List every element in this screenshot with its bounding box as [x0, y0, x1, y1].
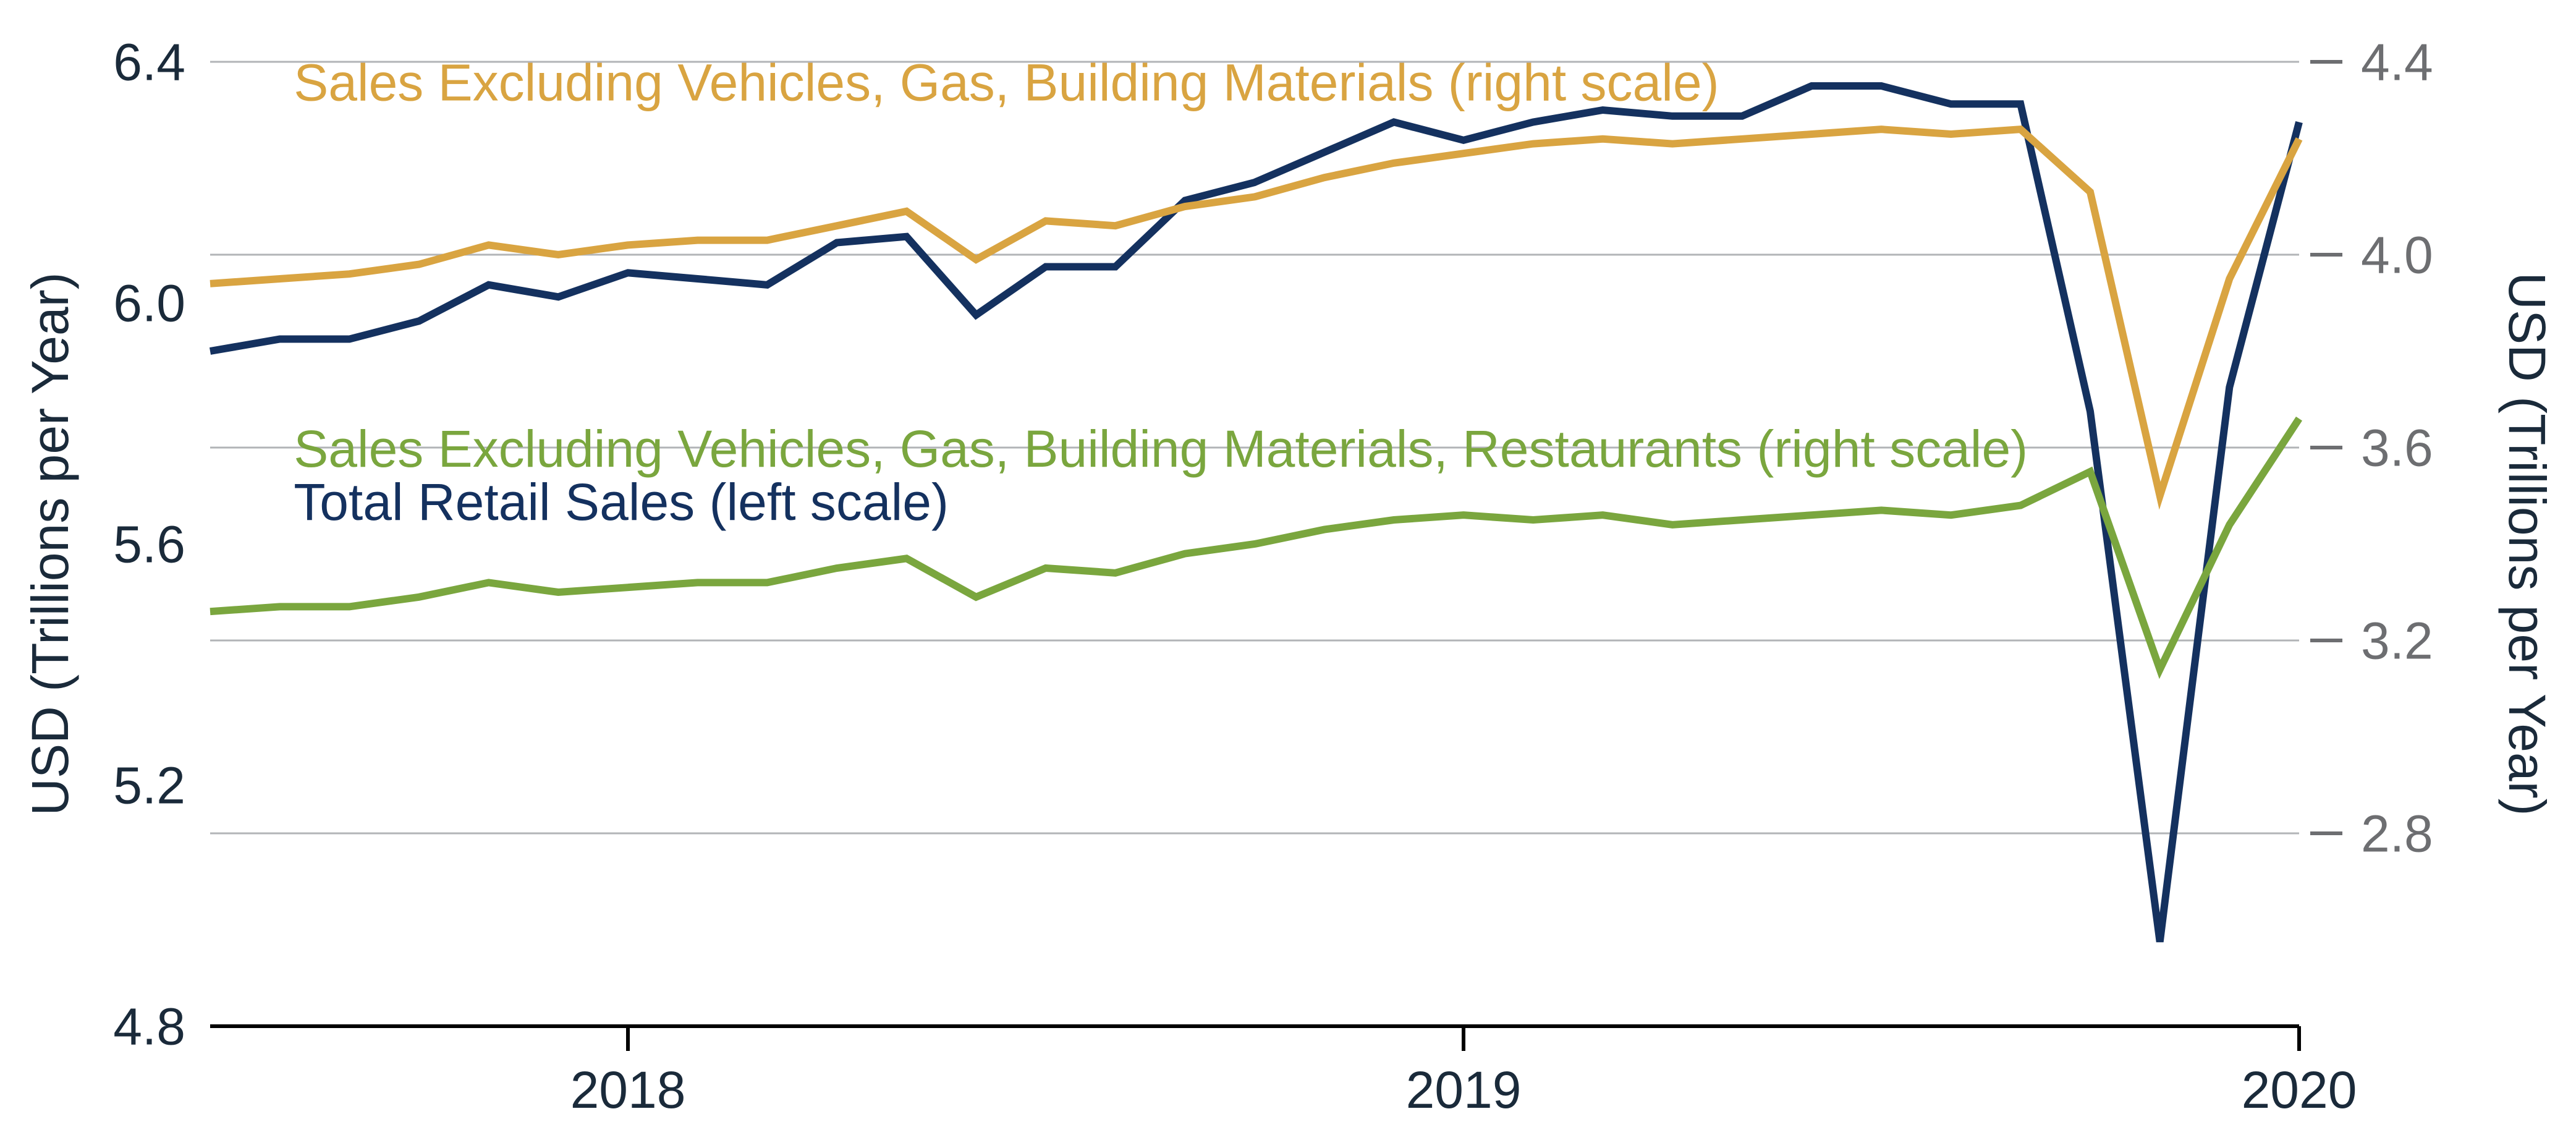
- x-tick-label: 2020: [2242, 1061, 2357, 1119]
- left-tick-label: 5.6: [113, 515, 185, 573]
- right-tick-label: 4.0: [2361, 226, 2433, 284]
- retail-sales-line-chart: 2018 2019 2020 4.8 5.2 5.6 6.0 6.4 2.8 3.2 3.6 4.0 4…: [0, 0, 2576, 1135]
- left-tick-label: 4.8: [113, 997, 185, 1055]
- series-label-ex_vgbm_rest: Sales Excluding Vehicles, Gas, Building …: [294, 420, 2028, 478]
- right-tick-label: 2.8: [2361, 804, 2433, 862]
- right-tick-label: 3.2: [2361, 611, 2433, 670]
- right-axis-label: USD (Trillions per Year): [2498, 272, 2556, 815]
- x-tick-label: 2019: [1406, 1061, 1522, 1119]
- chart-svg: 2018 2019 2020 4.8 5.2 5.6 6.0 6.4 2.8 3.2 3.6 4.0 4…: [0, 0, 2576, 1135]
- right-tick-label: 4.4: [2361, 33, 2433, 91]
- left-tick-label: 6.4: [113, 33, 185, 91]
- left-axis-label: USD (Trillions per Year): [21, 272, 79, 815]
- left-tick-label: 5.2: [113, 756, 185, 814]
- x-tick-label: 2018: [570, 1061, 686, 1119]
- left-tick-label: 6.0: [113, 274, 185, 332]
- series-label-total_retail: Total Retail Sales (left scale): [294, 473, 949, 531]
- series-label-ex_vgbm: Sales Excluding Vehicles, Gas, Building …: [294, 53, 1719, 111]
- right-tick-label: 3.6: [2361, 419, 2433, 477]
